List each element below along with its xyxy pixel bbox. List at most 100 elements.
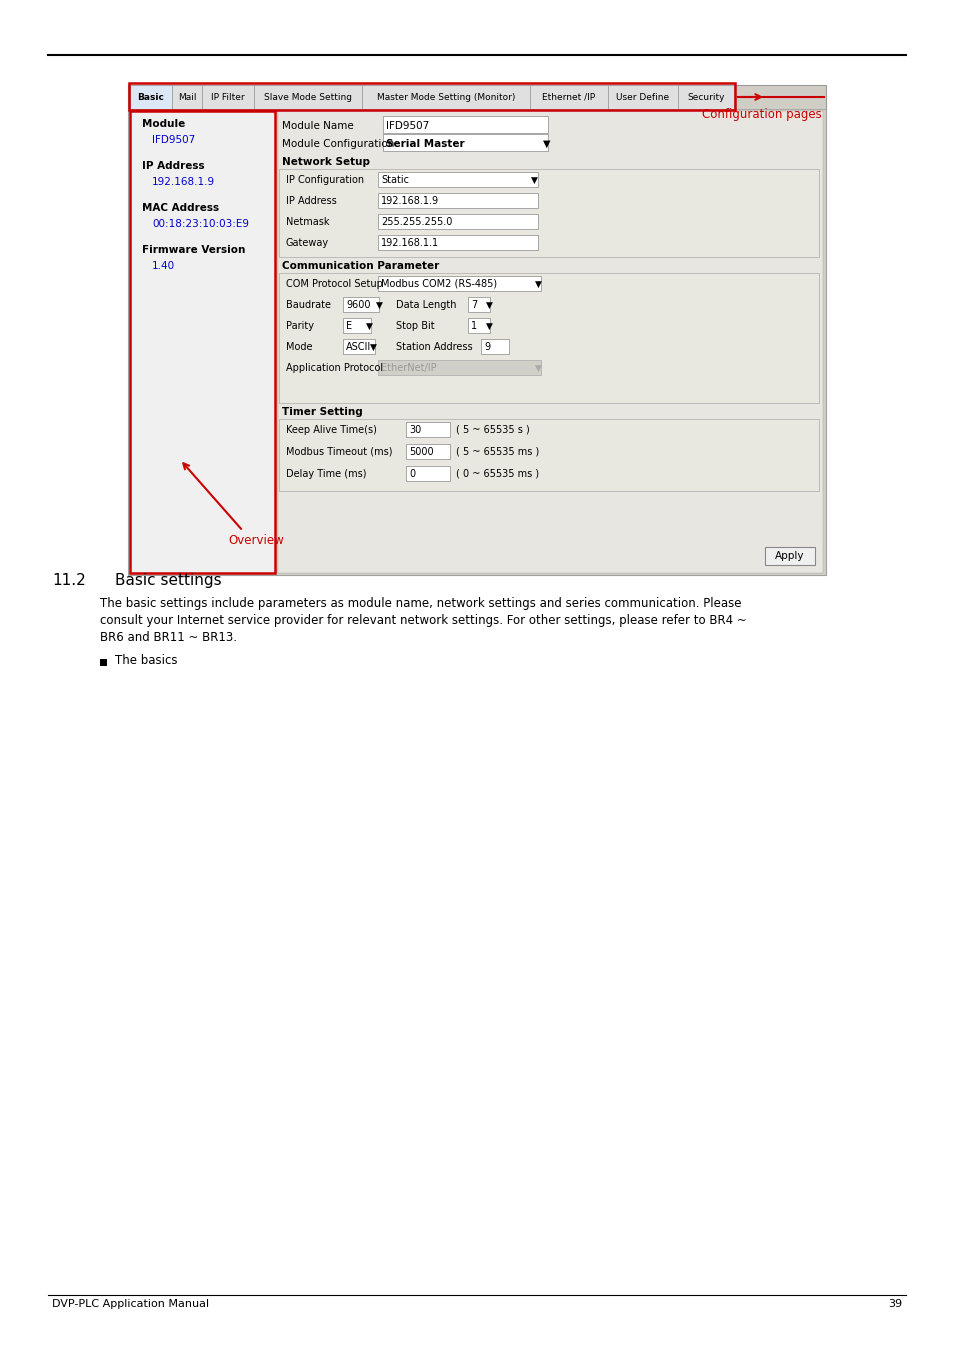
Bar xyxy=(382,134,547,151)
Text: IP Address: IP Address xyxy=(142,161,204,171)
Text: consult your Internet service provider for relevant network settings. For other : consult your Internet service provider f… xyxy=(100,614,746,626)
Text: ( 5 ~ 65535 s ): ( 5 ~ 65535 s ) xyxy=(456,425,529,435)
Text: 00:18:23:10:03:E9: 00:18:23:10:03:E9 xyxy=(152,219,249,230)
Text: Application Protocol: Application Protocol xyxy=(286,363,383,373)
Bar xyxy=(343,297,378,312)
Bar xyxy=(128,109,825,575)
Text: ( 0 ~ 65535 ms ): ( 0 ~ 65535 ms ) xyxy=(456,468,538,479)
Text: Baudrate: Baudrate xyxy=(286,300,331,310)
Text: Module Name: Module Name xyxy=(282,122,354,131)
Bar xyxy=(382,116,547,134)
Text: 9600: 9600 xyxy=(346,300,370,310)
Text: COM Protocol Setup: COM Protocol Setup xyxy=(286,279,382,289)
Bar xyxy=(278,169,818,256)
Bar xyxy=(100,659,107,666)
Bar xyxy=(202,85,253,109)
Text: 39: 39 xyxy=(887,1299,901,1310)
Text: Mode: Mode xyxy=(286,342,313,352)
Text: 7: 7 xyxy=(471,300,476,310)
Bar xyxy=(468,297,490,312)
Text: DVP-PLC Application Manual: DVP-PLC Application Manual xyxy=(52,1299,209,1310)
Text: ▼: ▼ xyxy=(366,323,373,331)
Text: Overview: Overview xyxy=(228,535,283,547)
Bar xyxy=(129,82,734,109)
Text: Station Address: Station Address xyxy=(395,342,472,352)
Bar xyxy=(278,273,818,404)
Text: The basics: The basics xyxy=(115,653,177,667)
Text: IP Configuration: IP Configuration xyxy=(286,176,364,185)
Bar xyxy=(377,193,537,208)
Bar xyxy=(343,319,371,333)
Text: 11.2: 11.2 xyxy=(52,572,86,589)
Bar xyxy=(128,85,825,575)
Bar xyxy=(277,111,822,572)
Bar xyxy=(377,275,540,292)
Text: IFD9507: IFD9507 xyxy=(152,135,195,144)
Text: IP Filter: IP Filter xyxy=(211,93,245,101)
Text: 5000: 5000 xyxy=(409,447,434,458)
Text: ▼: ▼ xyxy=(535,364,541,373)
Bar xyxy=(361,85,530,109)
Text: Modbus Timeout (ms): Modbus Timeout (ms) xyxy=(286,447,392,458)
Text: ▼: ▼ xyxy=(542,139,550,148)
Text: Master Mode Setting (Monitor): Master Mode Setting (Monitor) xyxy=(376,93,515,101)
Text: 255.255.255.0: 255.255.255.0 xyxy=(380,217,452,227)
Text: 30: 30 xyxy=(409,425,421,435)
Text: Communication Parameter: Communication Parameter xyxy=(282,261,438,271)
Bar xyxy=(406,466,450,481)
Text: Static: Static xyxy=(380,176,409,185)
Bar xyxy=(764,547,814,566)
Bar xyxy=(678,85,733,109)
Text: Parity: Parity xyxy=(286,321,314,331)
Text: Module: Module xyxy=(142,119,185,130)
Text: Gateway: Gateway xyxy=(286,238,329,248)
Bar xyxy=(278,418,818,491)
Text: Slave Mode Setting: Slave Mode Setting xyxy=(264,93,352,101)
Text: Mail: Mail xyxy=(177,93,196,101)
Text: Ethernet /IP: Ethernet /IP xyxy=(542,93,595,101)
Text: Basic settings: Basic settings xyxy=(115,572,221,589)
Bar xyxy=(480,339,509,354)
Bar xyxy=(406,423,450,437)
Text: 1.40: 1.40 xyxy=(152,261,175,271)
Bar xyxy=(130,85,172,109)
Text: The basic settings include parameters as module name, network settings and serie: The basic settings include parameters as… xyxy=(100,597,740,610)
Text: Module Configuration: Module Configuration xyxy=(282,139,394,148)
Text: ▼: ▼ xyxy=(531,176,537,185)
Text: ASCII: ASCII xyxy=(346,342,371,352)
Text: E: E xyxy=(346,321,352,331)
Text: Timer Setting: Timer Setting xyxy=(282,406,362,417)
Text: Serial Master: Serial Master xyxy=(386,139,464,148)
Text: 9: 9 xyxy=(483,342,490,352)
Bar xyxy=(406,444,450,459)
Text: ▼: ▼ xyxy=(485,323,493,331)
Bar xyxy=(607,85,678,109)
Bar xyxy=(377,360,540,375)
Text: ▼: ▼ xyxy=(535,279,541,289)
Text: ▼: ▼ xyxy=(485,301,493,310)
Text: IFD9507: IFD9507 xyxy=(386,122,429,131)
Text: Modbus COM2 (RS-485): Modbus COM2 (RS-485) xyxy=(380,279,497,289)
Text: EtherNet/IP: EtherNet/IP xyxy=(380,363,436,373)
Text: ▼: ▼ xyxy=(375,301,382,310)
Bar xyxy=(343,339,375,354)
Text: User Define: User Define xyxy=(616,93,669,101)
Text: Network Setup: Network Setup xyxy=(282,157,370,167)
Bar xyxy=(377,235,537,250)
Bar xyxy=(377,171,537,188)
Text: Netmask: Netmask xyxy=(286,217,329,227)
Text: BR6 and BR11 ~ BR13.: BR6 and BR11 ~ BR13. xyxy=(100,630,236,644)
Bar xyxy=(377,215,537,230)
Text: Data Length: Data Length xyxy=(395,300,456,310)
Text: ( 5 ~ 65535 ms ): ( 5 ~ 65535 ms ) xyxy=(456,447,538,458)
Text: MAC Address: MAC Address xyxy=(142,202,219,213)
Bar xyxy=(468,319,490,333)
Bar xyxy=(172,85,202,109)
Text: Basic: Basic xyxy=(137,93,164,101)
Text: Keep Alive Time(s): Keep Alive Time(s) xyxy=(286,425,376,435)
Text: Security: Security xyxy=(686,93,724,101)
Text: Delay Time (ms): Delay Time (ms) xyxy=(286,468,366,479)
Text: 1: 1 xyxy=(471,321,476,331)
Bar xyxy=(130,111,274,572)
Bar xyxy=(253,85,361,109)
